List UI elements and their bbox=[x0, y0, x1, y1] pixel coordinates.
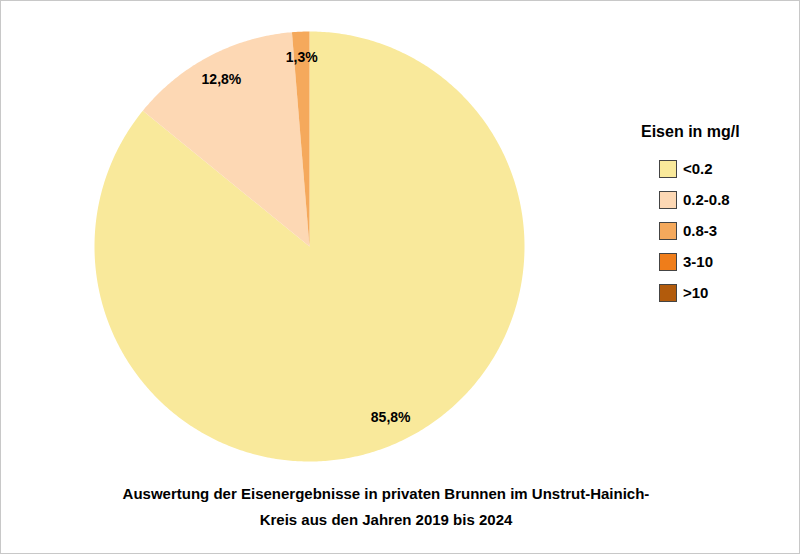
svg-text:12,8%: 12,8% bbox=[202, 71, 242, 87]
html-text:>10: >10 bbox=[683, 284, 709, 301]
svg-text:1,3%: 1,3% bbox=[286, 49, 318, 65]
html-text:<0.2: <0.2 bbox=[683, 160, 713, 177]
html-text:Auswertung der Eisenergebnisse: Auswertung der Eisenergebnisse in privat… bbox=[122, 485, 650, 528]
html-text:Eisen in mg/l: Eisen in mg/l bbox=[641, 123, 740, 140]
html-text:3-10: 3-10 bbox=[683, 253, 713, 270]
html-text:0.8-3: 0.8-3 bbox=[683, 222, 718, 239]
svg-text:85,8%: 85,8% bbox=[371, 409, 411, 425]
html-text:0.2-0.8: 0.2-0.8 bbox=[683, 191, 730, 208]
